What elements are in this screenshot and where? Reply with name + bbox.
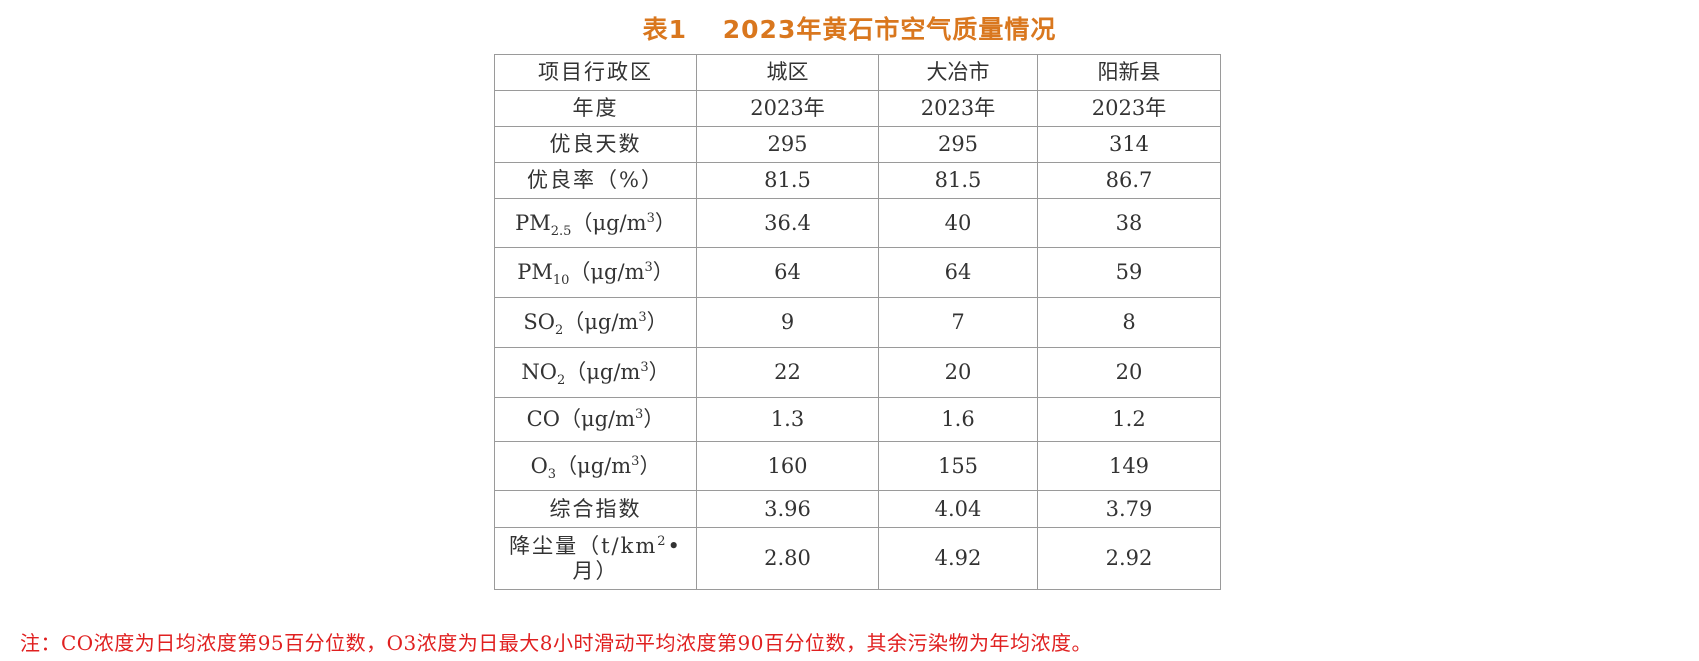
air-quality-table: 项目行政区 城区 大冶市 阳新县 年度 2023年 2023年 2023年 优良… xyxy=(494,54,1221,590)
table-cell: 20 xyxy=(878,347,1038,398)
table-row: 年度 2023年 2023年 2023年 xyxy=(494,90,1221,127)
table-cell: 1.2 xyxy=(1037,397,1221,442)
table-row: NO2（μg/m3） 22 20 20 xyxy=(494,347,1221,398)
table-cell: 64 xyxy=(696,247,879,298)
unit-superscript: 3 xyxy=(640,360,649,376)
row-label-composite-index: 综合指数 xyxy=(494,490,697,528)
row-label-so2: SO2（μg/m3） xyxy=(494,297,697,348)
table-row: PM2.5（μg/m3） 36.4 40 38 xyxy=(494,198,1221,248)
table-cell: 314 xyxy=(1037,126,1221,163)
table-cell: 295 xyxy=(696,126,879,163)
unit-text: （μg/m xyxy=(571,210,647,235)
table-row: 降尘量（t/km2• 月） 2.80 4.92 2.92 xyxy=(494,527,1221,590)
pollutant-symbol: CO xyxy=(526,407,560,432)
table-cell: 155 xyxy=(878,441,1038,491)
unit-text: （μg/m xyxy=(565,360,641,385)
table-cell: 81.5 xyxy=(696,162,879,199)
row-label-year: 年度 xyxy=(494,90,697,127)
row-label-good-days: 优良天数 xyxy=(494,126,697,163)
pollutant-subscript: 2.5 xyxy=(550,224,572,240)
row-label-good-rate: 优良率（%） xyxy=(494,162,697,199)
table-cell: 20 xyxy=(1037,347,1221,398)
row-label-dustfall: 降尘量（t/km2• 月） xyxy=(494,527,697,590)
dustfall-label-text: 降尘量（t/km xyxy=(509,534,658,559)
pollutant-symbol: NO xyxy=(521,360,557,385)
table-cell: 295 xyxy=(878,126,1038,163)
row-label-o3: O3（μg/m3） xyxy=(494,441,697,491)
table-cell: 160 xyxy=(696,441,879,491)
table-title: 表1 2023年黄石市空气质量情况 xyxy=(642,15,1057,44)
table-row: 优良率（%） 81.5 81.5 86.7 xyxy=(494,162,1221,199)
unit-superscript: 2 xyxy=(657,534,668,550)
table-cell: 38 xyxy=(1037,198,1221,248)
unit-close: ） xyxy=(646,310,668,335)
table-row: O3（μg/m3） 160 155 149 xyxy=(494,441,1221,491)
table-cell: 36.4 xyxy=(696,198,879,248)
table-cell: 81.5 xyxy=(878,162,1038,199)
column-header-chengqu: 城区 xyxy=(696,54,879,91)
pollutant-subscript: 10 xyxy=(552,273,570,289)
table-row: 优良天数 295 295 314 xyxy=(494,126,1221,163)
row-label-pm10: PM10（μg/m3） xyxy=(494,247,697,298)
table-cell: 149 xyxy=(1037,441,1221,491)
table-cell: 2.92 xyxy=(1037,527,1221,590)
pollutant-symbol: PM xyxy=(517,260,553,285)
table-cell: 4.04 xyxy=(878,490,1038,528)
unit-text: （μg/m xyxy=(559,407,636,432)
footnote: 注：CO浓度为日均浓度第95百分位数，O3浓度为日最大8小时滑动平均浓度第90百… xyxy=(20,631,1092,655)
table-header-row: 项目行政区 城区 大冶市 阳新县 xyxy=(494,54,1221,91)
table-cell: 86.7 xyxy=(1037,162,1221,199)
unit-superscript: 3 xyxy=(644,260,653,276)
table-cell: 3.79 xyxy=(1037,490,1221,528)
dustfall-label-month: 月） xyxy=(572,558,619,583)
row-label-pm25: PM2.5（μg/m3） xyxy=(494,198,697,248)
pollutant-symbol: O xyxy=(530,453,548,478)
dot-separator: • xyxy=(667,534,682,559)
column-header-daye: 大冶市 xyxy=(878,54,1038,91)
pollutant-subscript: 2 xyxy=(556,373,566,389)
table-cell: 2023年 xyxy=(696,90,879,127)
table-row: PM10（μg/m3） 64 64 59 xyxy=(494,247,1221,298)
table-cell: 3.96 xyxy=(696,490,879,528)
unit-text: （μg/m xyxy=(563,310,639,335)
table-cell: 1.3 xyxy=(696,397,879,442)
header-label-cell: 项目行政区 xyxy=(494,54,697,91)
table-cell: 2023年 xyxy=(878,90,1038,127)
column-header-yangxin: 阳新县 xyxy=(1037,54,1221,91)
table-cell: 2023年 xyxy=(1037,90,1221,127)
unit-close: ） xyxy=(648,360,670,385)
table-cell: 40 xyxy=(878,198,1038,248)
pollutant-subscript: 3 xyxy=(547,467,557,483)
table-cell: 8 xyxy=(1037,297,1221,348)
pollutant-subscript: 2 xyxy=(554,323,564,339)
table-cell: 59 xyxy=(1037,247,1221,298)
unit-text: （μg/m xyxy=(556,453,632,478)
unit-superscript: 3 xyxy=(631,453,640,469)
table-row: CO（μg/m3） 1.3 1.6 1.2 xyxy=(494,397,1221,442)
table-cell: 7 xyxy=(878,297,1038,348)
unit-superscript: 3 xyxy=(646,210,655,226)
table-cell: 9 xyxy=(696,297,879,348)
table-cell: 64 xyxy=(878,247,1038,298)
unit-close: ） xyxy=(654,210,676,235)
table-cell: 2.80 xyxy=(696,527,879,590)
unit-text: （μg/m xyxy=(569,260,645,285)
table-cell: 22 xyxy=(696,347,879,398)
pollutant-symbol: PM xyxy=(515,210,551,235)
row-label-co: CO（μg/m3） xyxy=(494,397,697,442)
table-cell: 4.92 xyxy=(878,527,1038,590)
table-cell: 1.6 xyxy=(878,397,1038,442)
unit-close: ） xyxy=(643,407,665,432)
unit-superscript: 3 xyxy=(635,407,644,423)
table-row: 综合指数 3.96 4.04 3.79 xyxy=(494,490,1221,528)
unit-close: ） xyxy=(639,453,661,478)
row-label-no2: NO2（μg/m3） xyxy=(494,347,697,398)
unit-superscript: 3 xyxy=(638,310,647,326)
table-row: SO2（μg/m3） 9 7 8 xyxy=(494,297,1221,348)
pollutant-symbol: SO xyxy=(523,310,555,335)
unit-close: ） xyxy=(652,260,674,285)
